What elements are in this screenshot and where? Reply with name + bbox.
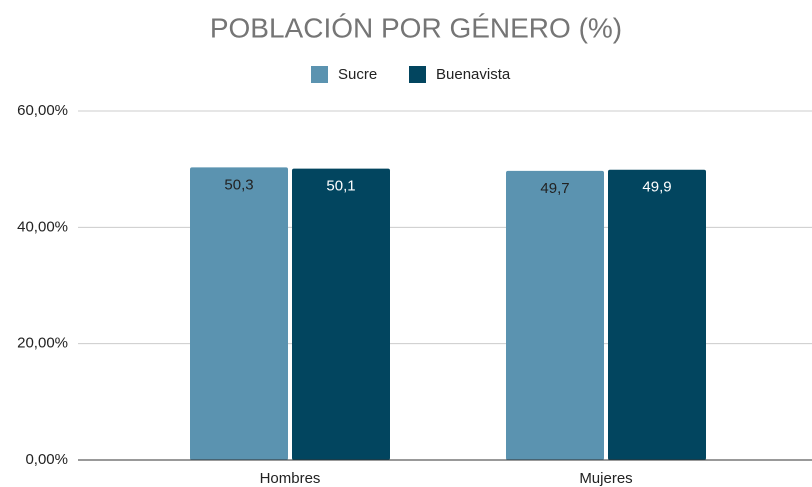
chart-title: POBLACIÓN POR GÉNERO (%) [210,12,622,43]
value-label: 49,7 [540,180,569,197]
legend-label: Buenavista [436,66,511,83]
bar [506,170,604,460]
y-tick-label: 40,00% [17,218,68,235]
bar [608,169,706,460]
legend-label: Sucre [338,66,377,83]
bar [292,168,390,460]
x-tick-label: Hombres [260,470,321,487]
value-label: 50,1 [326,178,355,195]
bar [190,167,288,460]
legend-swatch [409,66,426,83]
value-label: 50,3 [224,176,253,193]
legend-swatch [311,66,328,83]
y-tick-label: 20,00% [17,335,68,352]
y-tick-label: 0,00% [25,451,68,468]
x-tick-label: Mujeres [579,470,632,487]
y-tick-label: 60,00% [17,102,68,119]
value-label: 49,9 [642,179,671,196]
